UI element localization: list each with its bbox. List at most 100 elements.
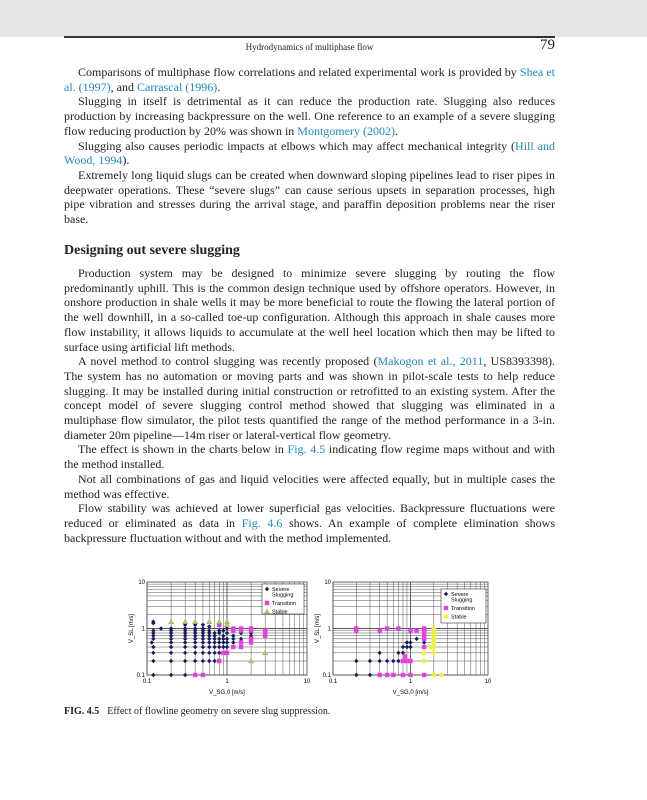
data-point-stable bbox=[431, 640, 437, 645]
data-point-stable bbox=[168, 618, 175, 624]
text-run: Slugging in itself is detrimental as it … bbox=[64, 94, 555, 138]
text-run: Comparisons of multiphase flow correlati… bbox=[78, 65, 520, 79]
data-point-severe-slugging bbox=[151, 650, 156, 656]
data-point-transition bbox=[217, 622, 222, 628]
data-point-severe-slugging bbox=[248, 633, 254, 638]
y-tick-label: 10 bbox=[138, 580, 145, 586]
data-point-transition bbox=[391, 672, 396, 678]
data-point-stable bbox=[421, 658, 427, 664]
text-run: indicating flow regime maps without and … bbox=[64, 442, 555, 472]
citation-link[interactable]: Fig. 4.6 bbox=[241, 515, 283, 530]
y-axis-label: V_SL [m/s] bbox=[129, 614, 135, 643]
data-point-severe-slugging bbox=[151, 644, 156, 650]
data-point-stable bbox=[431, 626, 437, 631]
legend-marker bbox=[264, 608, 270, 614]
data-point-transition bbox=[421, 672, 427, 678]
data-point-severe-slugging bbox=[168, 626, 174, 631]
data-point-transition bbox=[248, 626, 254, 631]
data-point-transition bbox=[404, 658, 410, 664]
text-run: The effect is shown in the charts below … bbox=[78, 442, 288, 457]
citation-link[interactable]: Shea et al. (1997) bbox=[64, 65, 555, 94]
data-point-severe-slugging bbox=[192, 626, 198, 631]
citation-link[interactable]: Carrascal (1996) bbox=[136, 79, 218, 94]
section-2-text: Production system may be designed to min… bbox=[64, 266, 555, 545]
data-point-transition bbox=[248, 636, 254, 642]
y-axis-label: V_SL [m/s] bbox=[315, 614, 321, 643]
top-bar bbox=[0, 0, 647, 37]
citation-link[interactable]: Makogon et al., 2011 bbox=[377, 354, 484, 369]
legend-box bbox=[440, 588, 487, 624]
data-point-severe-slugging bbox=[224, 626, 230, 631]
y-tick-label: 1 bbox=[328, 627, 332, 633]
legend-marker bbox=[443, 614, 449, 619]
legend-label: Slugging bbox=[451, 598, 472, 604]
citation-link[interactable]: Hill and Wood, 1994 bbox=[64, 138, 555, 168]
text-run: . bbox=[217, 79, 221, 94]
y-tick-label: 10 bbox=[324, 580, 331, 586]
running-title: Hydrodynamics of multiphase flow bbox=[245, 42, 374, 52]
x-tick-label: 10 bbox=[304, 679, 311, 685]
data-point-transition bbox=[224, 650, 230, 656]
data-point-severe-slugging bbox=[192, 633, 198, 638]
text-run: A novel method to control slugging was r… bbox=[78, 354, 378, 369]
x-tick-label: 1 bbox=[225, 679, 229, 685]
data-point-stable bbox=[206, 618, 213, 624]
y-tick-label: 0.1 bbox=[323, 673, 332, 679]
data-point-transition bbox=[408, 628, 413, 633]
data-point-stable bbox=[216, 618, 223, 624]
data-point-severe-slugging bbox=[200, 626, 206, 631]
text-run: Flow stability was achieved at lower sup… bbox=[64, 501, 555, 530]
data-point-severe-slugging bbox=[221, 640, 226, 645]
data-point-transition bbox=[262, 633, 268, 638]
y-tick-label: 0.1 bbox=[137, 673, 146, 679]
data-point-transition bbox=[421, 644, 427, 650]
figure-label: FIG. 4.5 bbox=[64, 706, 100, 717]
data-point-transition bbox=[231, 644, 236, 650]
legend-marker bbox=[264, 600, 270, 606]
paragraph: Slugging in itself is detrimental as it … bbox=[64, 94, 555, 138]
figure-caption: FIG. 4.5 Effect of flowline geometry on s… bbox=[64, 706, 330, 717]
legend-marker bbox=[443, 591, 449, 597]
text-run: . bbox=[394, 123, 398, 138]
paragraph: Slugging also causes periodic impacts at… bbox=[64, 139, 555, 168]
data-point-severe-slugging bbox=[151, 672, 156, 678]
citation-link[interactable]: Fig. 4.5 bbox=[287, 442, 326, 457]
flow-regime-chart-without-method: 0.1 1 10 0.1 1 10 V_SG,0 [m/s] V_SL [m/s] Severe… bbox=[129, 580, 311, 696]
x-axis-label: V_SG,0 [m/s] bbox=[393, 690, 429, 696]
data-point-stable bbox=[431, 644, 437, 650]
data-point-stable bbox=[431, 672, 437, 678]
section-1-text: Comparisons of multiphase flow correlati… bbox=[64, 65, 555, 227]
data-point-transition bbox=[396, 626, 401, 631]
x-tick-label: 1 bbox=[409, 679, 413, 685]
x-tick-label: 0.1 bbox=[329, 679, 338, 685]
data-point-transition bbox=[400, 672, 406, 678]
data-point-transition bbox=[354, 626, 359, 631]
data-point-severe-slugging bbox=[367, 658, 373, 664]
data-point-severe-slugging bbox=[367, 672, 373, 678]
data-point-stable bbox=[438, 672, 444, 678]
legend-label: Stable bbox=[451, 615, 467, 621]
data-point-severe-slugging bbox=[408, 644, 413, 650]
data-point-transition bbox=[262, 628, 268, 633]
data-point-stable bbox=[192, 618, 199, 624]
data-point-stable bbox=[421, 650, 427, 656]
legend-marker bbox=[264, 586, 270, 592]
legend-label: Slugging bbox=[272, 593, 293, 599]
data-point-severe-slugging bbox=[400, 650, 406, 656]
y-tick-label: 1 bbox=[142, 627, 146, 633]
citation-link[interactable]: Montgomery (2002) bbox=[297, 123, 395, 138]
data-point-severe-slugging bbox=[354, 672, 359, 678]
data-point-severe-slugging bbox=[158, 626, 164, 631]
data-point-transition bbox=[421, 636, 427, 642]
text-run: shows. An example of complete eliminatio… bbox=[64, 515, 555, 545]
data-point-transition bbox=[421, 630, 427, 636]
x-axis-label: V_SG,0 [m/s] bbox=[209, 690, 245, 696]
data-point-severe-slugging bbox=[221, 644, 226, 650]
data-point-transition bbox=[248, 640, 254, 645]
flow-regime-chart-with-method: 0.1 1 10 0.1 1 10 V_SG,0 [m/s] V_SL [m/s] Severe… bbox=[315, 580, 492, 696]
paragraph: Flow stability was achieved at lower sup… bbox=[64, 501, 555, 545]
text-run: Extremely long liquid slugs can be creat… bbox=[64, 167, 555, 227]
data-point-stable bbox=[427, 644, 433, 650]
legend-label: Stable bbox=[272, 610, 288, 616]
text-run: Not all combinations of gas and liquid v… bbox=[64, 471, 555, 501]
